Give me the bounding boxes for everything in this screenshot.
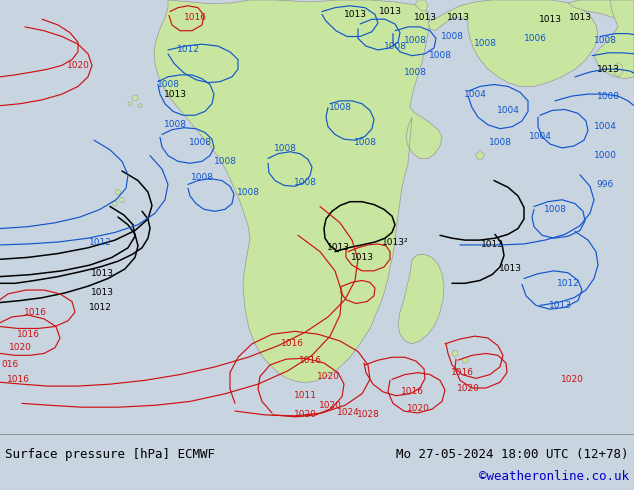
Text: 1004: 1004 bbox=[463, 90, 486, 98]
Text: 1008: 1008 bbox=[328, 103, 351, 112]
Text: 1013: 1013 bbox=[498, 265, 522, 273]
Text: 1008: 1008 bbox=[294, 178, 316, 187]
Text: 016: 016 bbox=[1, 361, 18, 369]
Text: 1008: 1008 bbox=[403, 36, 427, 45]
Text: 1020: 1020 bbox=[318, 401, 342, 410]
Text: 1020: 1020 bbox=[9, 343, 32, 352]
Text: 1013²: 1013² bbox=[382, 238, 408, 246]
Text: 1008: 1008 bbox=[164, 121, 186, 129]
Text: 1011: 1011 bbox=[294, 391, 316, 400]
Circle shape bbox=[476, 152, 484, 159]
Text: 1016: 1016 bbox=[16, 330, 39, 339]
Text: 1024: 1024 bbox=[337, 409, 359, 417]
Circle shape bbox=[462, 357, 468, 363]
Text: 1020: 1020 bbox=[406, 404, 429, 413]
Polygon shape bbox=[398, 254, 444, 344]
Circle shape bbox=[119, 197, 124, 202]
Polygon shape bbox=[568, 0, 634, 21]
Text: 1013: 1013 bbox=[164, 90, 186, 98]
Text: 1028: 1028 bbox=[356, 411, 379, 419]
Text: 1008: 1008 bbox=[597, 92, 619, 100]
Text: 1016: 1016 bbox=[299, 356, 321, 365]
Text: 1016: 1016 bbox=[23, 308, 46, 317]
Text: 1013: 1013 bbox=[327, 243, 349, 252]
Text: 1004: 1004 bbox=[496, 106, 519, 115]
Polygon shape bbox=[594, 0, 634, 79]
Text: 1008: 1008 bbox=[429, 51, 451, 60]
Text: 1012: 1012 bbox=[89, 303, 112, 312]
Text: 1008: 1008 bbox=[157, 80, 179, 89]
Circle shape bbox=[115, 190, 120, 195]
Polygon shape bbox=[154, 0, 442, 382]
Text: 1004: 1004 bbox=[593, 122, 616, 131]
Text: 1013: 1013 bbox=[597, 65, 619, 74]
Text: 996: 996 bbox=[597, 180, 614, 189]
Polygon shape bbox=[614, 62, 623, 77]
Text: 1008: 1008 bbox=[489, 138, 512, 147]
Text: 1013: 1013 bbox=[446, 13, 470, 22]
Text: 1013: 1013 bbox=[569, 13, 592, 22]
Text: 1008: 1008 bbox=[188, 138, 212, 147]
Circle shape bbox=[128, 102, 132, 106]
Text: 1006: 1006 bbox=[524, 34, 547, 43]
Text: 1008: 1008 bbox=[403, 68, 427, 76]
Text: 1008: 1008 bbox=[354, 138, 377, 147]
Text: 1008: 1008 bbox=[384, 42, 406, 50]
Text: 1020: 1020 bbox=[67, 61, 89, 70]
Text: 1000: 1000 bbox=[593, 151, 616, 160]
Text: 1013: 1013 bbox=[91, 289, 113, 297]
Text: 1008: 1008 bbox=[593, 36, 616, 45]
Text: 1016: 1016 bbox=[401, 387, 424, 396]
Text: 1013: 1013 bbox=[548, 301, 571, 310]
Text: 1020: 1020 bbox=[316, 372, 339, 381]
Text: 1008: 1008 bbox=[441, 32, 463, 41]
Text: 1016: 1016 bbox=[451, 368, 474, 377]
Text: 1013: 1013 bbox=[351, 253, 373, 262]
Text: 1008: 1008 bbox=[236, 188, 259, 196]
Text: 1012: 1012 bbox=[89, 238, 112, 246]
Circle shape bbox=[138, 104, 142, 108]
Text: 1013: 1013 bbox=[91, 269, 113, 278]
Text: 1016: 1016 bbox=[183, 13, 207, 22]
Text: 1016: 1016 bbox=[6, 375, 30, 384]
Text: Surface pressure [hPa] ECMWF: Surface pressure [hPa] ECMWF bbox=[5, 448, 215, 461]
Text: 1008: 1008 bbox=[214, 157, 236, 166]
Text: 1016: 1016 bbox=[280, 339, 304, 348]
Text: 1012: 1012 bbox=[557, 279, 579, 288]
Text: 1013: 1013 bbox=[481, 241, 503, 249]
Text: 1008: 1008 bbox=[190, 173, 214, 182]
Text: 1013: 1013 bbox=[378, 7, 401, 16]
Polygon shape bbox=[428, 0, 598, 86]
Text: Mo 27-05-2024 18:00 UTC (12+78): Mo 27-05-2024 18:00 UTC (12+78) bbox=[396, 448, 629, 461]
Text: 1013: 1013 bbox=[344, 10, 366, 19]
Text: 1013: 1013 bbox=[538, 15, 562, 24]
Text: ©weatheronline.co.uk: ©weatheronline.co.uk bbox=[479, 470, 629, 483]
Circle shape bbox=[452, 350, 458, 356]
Text: 1020: 1020 bbox=[560, 375, 583, 384]
Text: 1008: 1008 bbox=[543, 205, 567, 214]
Text: 1008: 1008 bbox=[474, 39, 496, 48]
Text: 1020: 1020 bbox=[294, 411, 316, 419]
Text: 1013: 1013 bbox=[413, 13, 436, 22]
Polygon shape bbox=[415, 0, 428, 12]
Text: 1020: 1020 bbox=[456, 385, 479, 393]
Circle shape bbox=[112, 201, 117, 206]
Text: 1008: 1008 bbox=[273, 145, 297, 153]
Circle shape bbox=[132, 95, 138, 101]
Text: 1012: 1012 bbox=[176, 46, 200, 54]
Text: 1004: 1004 bbox=[529, 132, 552, 141]
